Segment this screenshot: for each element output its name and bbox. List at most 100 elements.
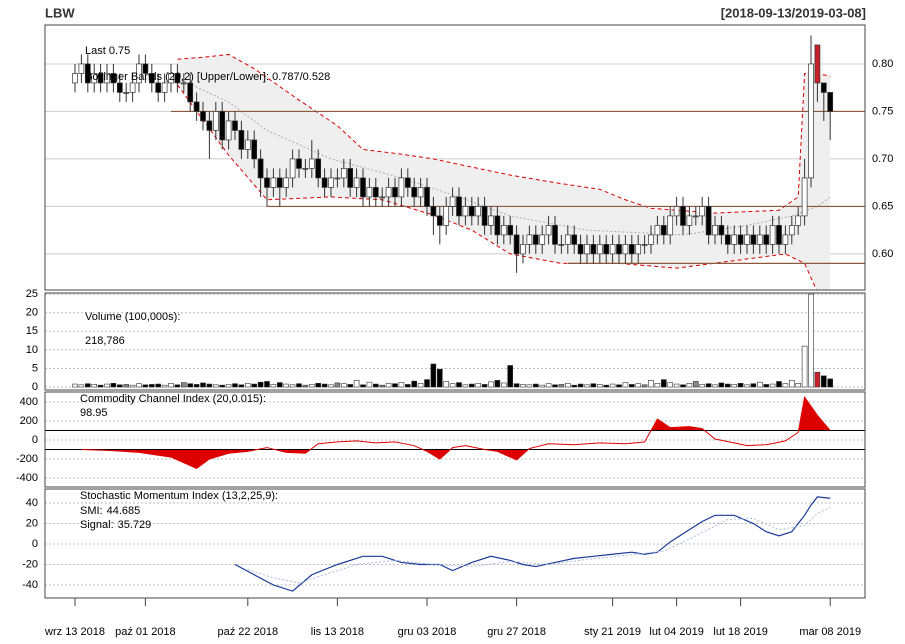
volume-bar (72, 383, 78, 388)
volume-bar (270, 384, 277, 388)
candle-body (283, 177, 290, 188)
candle-body (680, 206, 686, 226)
y-tick-label: 20 (26, 517, 38, 529)
candle-body (270, 177, 277, 188)
volume-bar (776, 381, 782, 388)
volume-bar (584, 384, 590, 388)
volume-bar (763, 384, 770, 388)
candle-body (411, 187, 418, 198)
candle-body (104, 73, 110, 84)
volume-bar (181, 382, 187, 388)
volume-bar (558, 384, 565, 388)
volume-bar (724, 383, 731, 388)
candle-body (97, 73, 104, 84)
candle-body (180, 82, 187, 85)
volume-bar (686, 383, 693, 388)
candle-body (161, 82, 168, 93)
candle-body (788, 225, 795, 236)
volume-bar (110, 383, 117, 388)
volume-bar (507, 365, 514, 388)
candle-body (827, 92, 834, 112)
candle-body (404, 177, 411, 188)
y-tick-label: 200 (20, 415, 38, 427)
volume-bar (283, 383, 290, 388)
candle-body (539, 234, 546, 245)
volume-bar (667, 382, 674, 388)
volume-bar (526, 384, 533, 388)
volume-bar (827, 378, 834, 388)
volume-bar (321, 383, 328, 388)
candle-body (590, 244, 597, 255)
candle-body (552, 225, 558, 245)
candle-body (737, 234, 744, 245)
volume-bar (737, 383, 744, 388)
x-tick-label: mar 08 2019 (799, 626, 861, 638)
legend-name: SMI: (80, 505, 103, 517)
candle-body (526, 234, 533, 245)
candle-body (520, 244, 526, 255)
candle-body (532, 234, 539, 245)
x-tick-label: paź 22 2018 (218, 626, 279, 638)
volume-bar (193, 384, 200, 388)
y-tick-label: 400 (20, 396, 38, 408)
volume-bar (571, 384, 578, 388)
candle-body (417, 187, 424, 198)
y-tick-label: 0 (32, 381, 38, 393)
candle-body (577, 244, 584, 255)
volume-bar (398, 382, 405, 388)
candle-body (142, 63, 149, 74)
volume-panel (44, 292, 866, 391)
candle-body (628, 244, 635, 255)
volume-bar (731, 384, 738, 388)
volume-bar (635, 383, 642, 388)
volume-bar (276, 382, 283, 388)
volume-bar (200, 382, 206, 388)
price-panel (44, 24, 866, 291)
volume-bar (494, 380, 501, 388)
volume-bar (238, 384, 245, 388)
candle-body (801, 177, 808, 217)
volume-bar (123, 384, 129, 388)
chart-title: LBW (45, 5, 75, 20)
x-tick-label: gru 27 2018 (487, 626, 546, 638)
volume-bar (129, 384, 136, 388)
cci-label: Commodity Channel Index (20,0.015): (80, 393, 266, 405)
y-tick-label: -400 (16, 472, 38, 484)
volume-bar (609, 383, 616, 388)
volume-bar (91, 384, 97, 388)
x-tick-label: gru 03 2018 (398, 626, 457, 638)
candle-body (820, 82, 827, 93)
candle-body (123, 92, 130, 94)
volume-bar (712, 384, 718, 388)
candle-body (513, 234, 520, 255)
candle-body (468, 206, 475, 217)
volume-bar (161, 384, 168, 388)
candle-body (616, 244, 622, 255)
x-tick-label: sty 21 2019 (584, 626, 641, 638)
y-tick-label: 0.75 (872, 105, 893, 117)
candle-body (744, 234, 750, 245)
volume-bar (117, 384, 123, 388)
volume-bar (641, 384, 648, 388)
volume-bar (795, 383, 802, 388)
candle-body (78, 63, 85, 74)
volume-bar (532, 383, 539, 388)
y-tick-label: 0.80 (872, 58, 893, 70)
volume-bar (430, 363, 437, 388)
volume-bar (673, 383, 680, 388)
y-tick-label: 5 (32, 362, 38, 374)
volume-bar (340, 383, 347, 388)
cci-panel (44, 391, 866, 488)
volume-bar (564, 383, 571, 388)
volume-bar (788, 380, 795, 388)
candle-body (763, 234, 770, 245)
candle-body (718, 225, 725, 236)
candle-body (571, 234, 578, 245)
candle-body (443, 206, 450, 226)
candle-body (353, 177, 360, 188)
cci-fill-low (81, 449, 529, 469)
candle-body (481, 206, 488, 226)
x-tick-label: paź 01 2018 (115, 626, 176, 638)
volume-bar (366, 381, 373, 388)
candle-body (507, 225, 514, 236)
